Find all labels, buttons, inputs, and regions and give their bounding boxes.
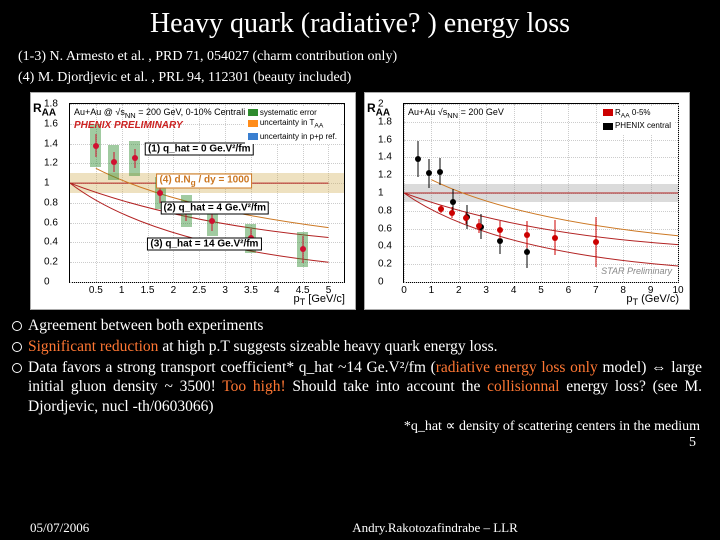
right-xlabel: pT (GeV/c) [626,293,679,307]
bullet-item: Data favors a strong transport coefficie… [28,358,702,417]
bullet-list: Agreement between both experimentsSignif… [0,310,720,417]
bullet-item: Agreement between both experiments [28,316,702,336]
footer-author: Andry.Rakotozafindrabe – LLR [150,520,720,536]
left-chart: RAA 00.20.40.60.811.21.41.61.80.511.522.… [30,92,356,310]
footnote: *q_hat ∝ density of scattering centers i… [0,418,720,435]
footer-date: 05/07/2006 [0,520,150,536]
reference-2: (4) M. Djordjevic et al. , PRL 94, 11230… [18,67,702,88]
right-chart: RAA 00.20.40.60.811.21.41.61.82012345678… [364,92,690,310]
bullet-item: Significant reduction at high p.T sugges… [28,337,702,357]
page-number: 5 [0,435,720,451]
left-xlabel: pT [GeV/c] [294,293,345,307]
reference-1: (1-3) N. Armesto et al. , PRD 71, 054027… [18,46,702,67]
slide-title: Heavy quark (radiative? ) energy loss [0,0,720,40]
